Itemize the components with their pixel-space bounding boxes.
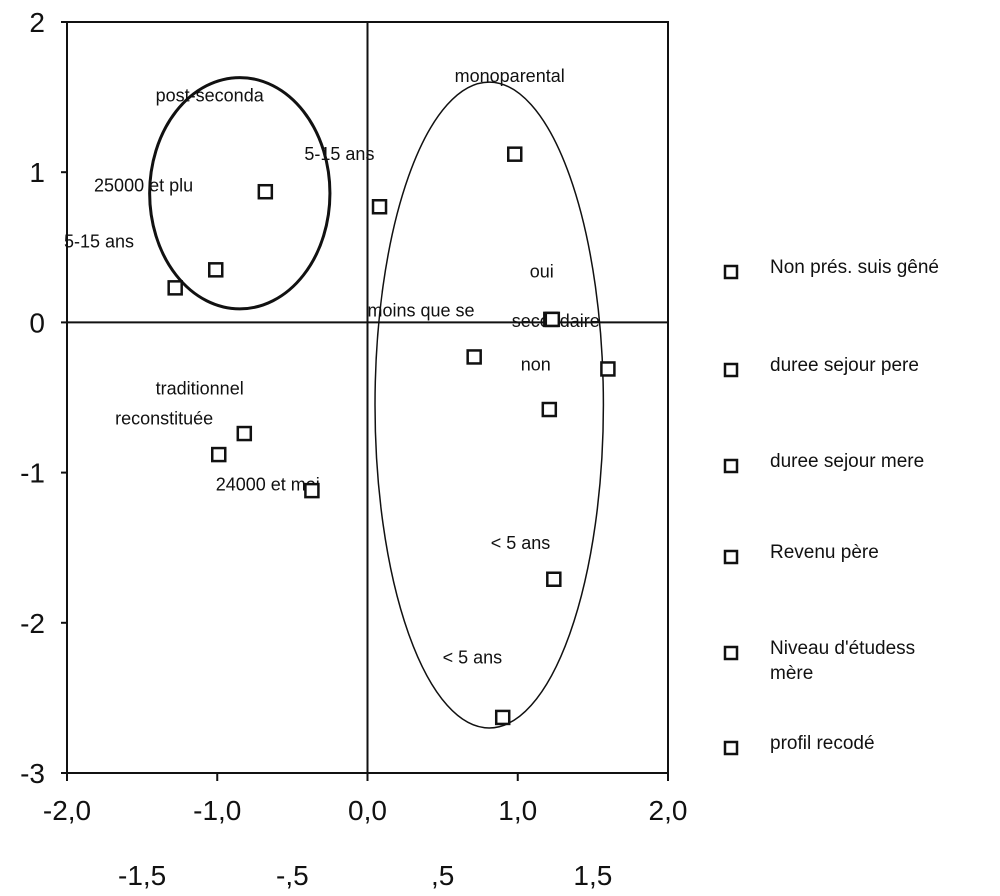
legend-marker bbox=[723, 549, 739, 565]
point-label: 24000 et moi bbox=[216, 475, 320, 495]
x-tick-label: -2,0 bbox=[43, 795, 91, 826]
data-point bbox=[304, 482, 320, 499]
legend-label: duree sejour pere bbox=[770, 355, 919, 376]
point-label: post-seconda bbox=[156, 86, 265, 106]
legend-label: Revenu père bbox=[770, 542, 879, 563]
point-label: non bbox=[521, 354, 551, 374]
data-point bbox=[466, 349, 482, 365]
x-tick-label-lower: ,5 bbox=[431, 860, 454, 891]
point-label: < 5 ans bbox=[443, 647, 503, 667]
data-point bbox=[211, 446, 227, 463]
legend-label: profil recodé bbox=[770, 733, 875, 754]
legend-marker bbox=[723, 645, 739, 661]
data-point bbox=[494, 709, 511, 726]
point-label: monoparental bbox=[455, 66, 565, 86]
legend-marker bbox=[723, 362, 739, 378]
x-tick-label-lower: -,5 bbox=[276, 860, 309, 891]
point-label: reconstituée bbox=[115, 409, 213, 429]
y-tick-label: -1 bbox=[20, 458, 45, 489]
x-tick-label: 2,0 bbox=[649, 795, 688, 826]
x-tick-label-lower: 1,5 bbox=[573, 860, 612, 891]
point-label: < 5 ans bbox=[491, 533, 551, 553]
point-label: traditionnel bbox=[156, 378, 244, 398]
cluster-ellipse bbox=[148, 76, 332, 311]
data-point bbox=[544, 311, 561, 328]
x-tick-label-lower: -1,5 bbox=[118, 860, 166, 891]
data-point bbox=[371, 198, 388, 215]
y-tick-label: 1 bbox=[29, 157, 45, 188]
data-point bbox=[257, 183, 274, 200]
x-tick-label: -1,0 bbox=[193, 795, 241, 826]
point-label: 25000 et plu bbox=[94, 176, 193, 196]
legend-marker bbox=[723, 740, 739, 756]
legend-label: Non prés. suis gêné bbox=[770, 257, 939, 278]
y-tick-label: 0 bbox=[29, 307, 45, 338]
data-point bbox=[506, 146, 523, 162]
x-tick-label: 1,0 bbox=[498, 795, 537, 826]
data-point bbox=[207, 262, 224, 278]
x-tick-label: 0,0 bbox=[348, 795, 387, 826]
legend-marker bbox=[723, 264, 739, 280]
point-label: 5-15 ans bbox=[304, 144, 374, 164]
point-label: 5-15 ans bbox=[64, 231, 134, 251]
data-point bbox=[236, 425, 253, 442]
data-point bbox=[167, 280, 183, 296]
legend-marker bbox=[723, 458, 739, 474]
y-tick-label: -3 bbox=[20, 758, 45, 789]
data-point bbox=[600, 361, 616, 377]
legend-label: Niveau d'étudess mère bbox=[770, 638, 915, 684]
point-label: oui bbox=[530, 261, 554, 281]
legend-label: duree sejour mere bbox=[770, 451, 924, 472]
data-point bbox=[541, 401, 558, 418]
cluster-ellipse bbox=[374, 81, 605, 729]
data-point bbox=[546, 571, 562, 587]
y-tick-label: 2 bbox=[29, 7, 45, 38]
point-label: moins que se bbox=[368, 300, 475, 320]
y-tick-label: -2 bbox=[20, 608, 45, 639]
